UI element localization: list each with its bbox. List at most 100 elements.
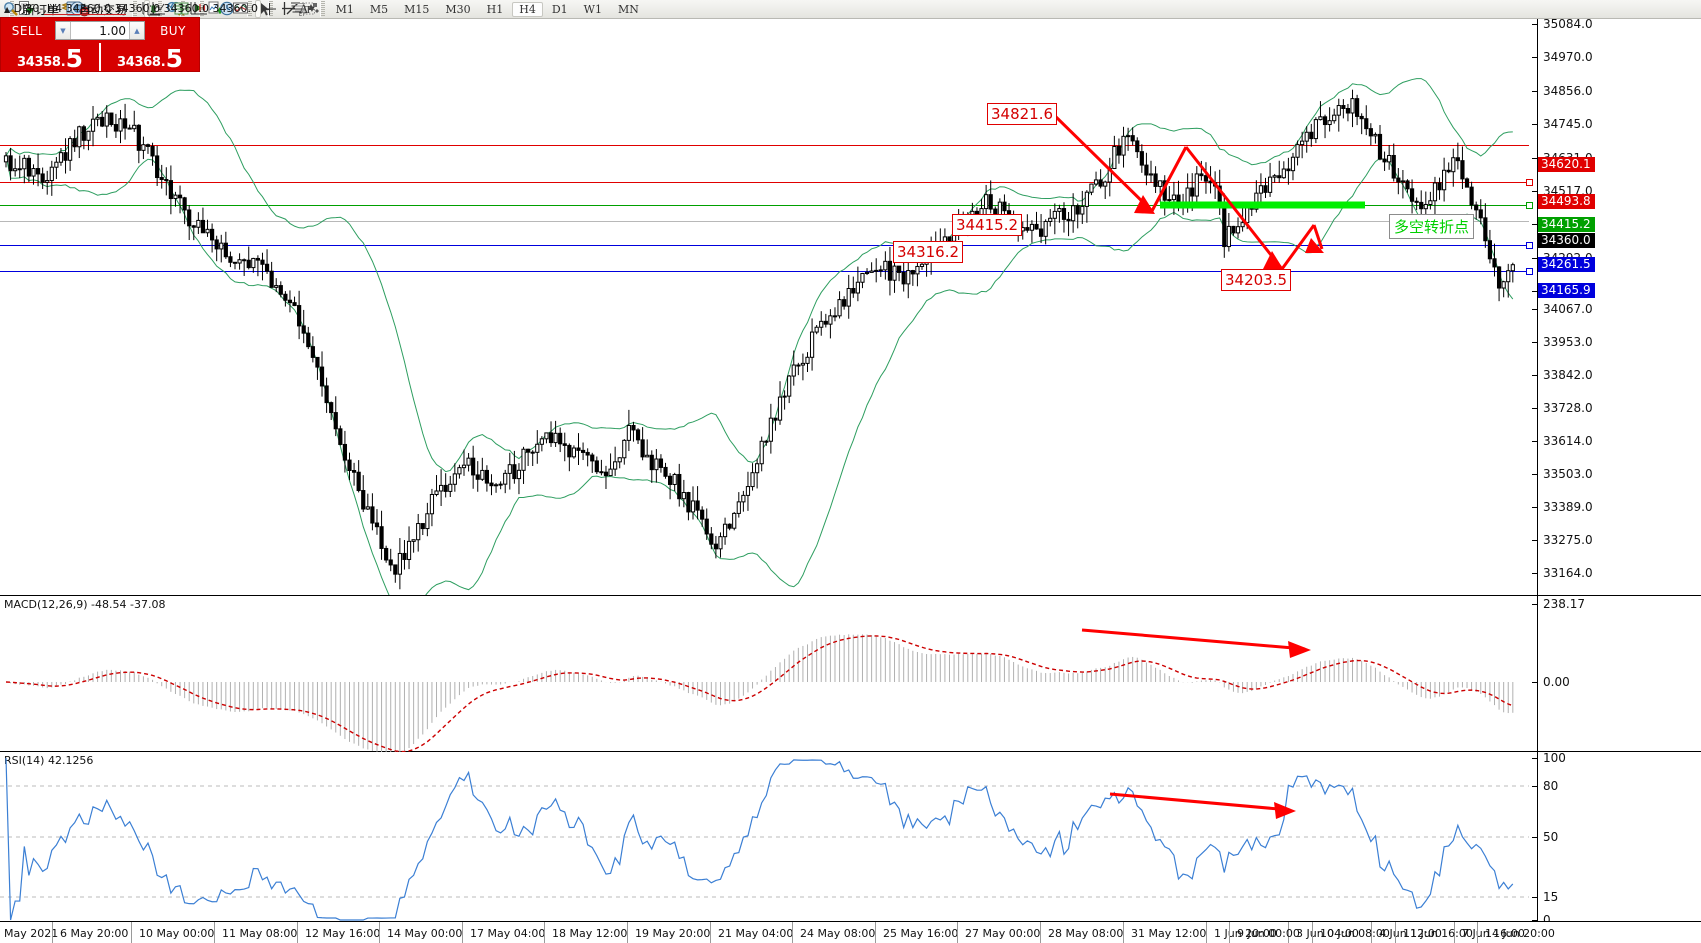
text-label-icon[interactable]: A <box>296 0 309 18</box>
annotation-34203[interactable]: 34203.5 <box>1221 269 1292 291</box>
level-line-34360 <box>0 221 1529 222</box>
annotation-turning-point[interactable]: 多空转折点 <box>1389 214 1475 239</box>
price-axis-badge[interactable]: 34360.0 <box>1538 233 1595 248</box>
price-axis-badge[interactable]: 34415.2 <box>1538 217 1595 232</box>
level-line-34262[interactable] <box>0 245 1529 246</box>
volume-stepper[interactable]: ▼ 1.00 ▲ <box>55 21 145 40</box>
price-axis[interactable]: 35084.034970.034856.034745.034631.034517… <box>1529 17 1701 595</box>
macd-axis[interactable]: 238.170.00-276.28 <box>1529 596 1701 766</box>
collapse-triangle-icon[interactable]: ▲ <box>4 5 11 14</box>
macd-pane[interactable]: MACD(12,26,9) -48.54 -37.08 238.170.00-2… <box>0 595 1701 766</box>
axis-tick-label: 33389.0 <box>1543 500 1593 514</box>
timeframe-m15[interactable]: M15 <box>404 2 430 16</box>
order-panel-quotes: 34358. 5 34368. 5 <box>1 43 199 71</box>
ask-price[interactable]: 34368. 5 <box>99 43 199 71</box>
axis-tick <box>1532 258 1538 259</box>
level-line-34415[interactable] <box>0 205 1529 206</box>
time-axis-label: 24 May 08:00 <box>800 927 876 940</box>
chart-area[interactable]: 34821.6 34415.2 34316.2 34203.5 多空转折点 35… <box>0 17 1701 943</box>
sell-button[interactable]: SELL <box>11 23 43 38</box>
axis-tick <box>1532 57 1538 58</box>
volume-decrease-button[interactable]: ▼ <box>56 22 71 39</box>
period-icon[interactable] <box>219 0 235 18</box>
price-axis-badge[interactable]: 34620.1 <box>1538 157 1595 172</box>
search-icon[interactable] <box>2 0 18 18</box>
rsi-title: RSI(14) 42.1256 <box>4 754 94 767</box>
time-axis-separator <box>627 922 628 943</box>
annotation-34415[interactable]: 34415.2 <box>952 214 1023 236</box>
axis-tick-label: 33953.0 <box>1543 335 1593 349</box>
axis-tick-label: 0.00 <box>1543 675 1570 689</box>
level-handle-34166[interactable] <box>1526 268 1533 275</box>
time-axis[interactable]: May 2021 6 May 20:00 10 May 00:00 11 May 08… <box>0 921 1701 943</box>
toolbar-separator-8 <box>319 1 325 17</box>
autotrading-label[interactable]: 自动交易 <box>79 2 128 17</box>
rsi-pane[interactable]: RSI(14) 42.1256 100 80 50 15 0 <box>0 751 1701 927</box>
level-line-34166[interactable] <box>0 271 1529 272</box>
level-line-34620[interactable] <box>0 145 1529 146</box>
volume-value[interactable]: 1.00 <box>71 22 129 39</box>
axis-tick-label: 50 <box>1543 830 1559 844</box>
axis-tick <box>1532 158 1538 159</box>
time-axis-label: 31 May 12:00 <box>1131 927 1207 940</box>
autotrading-icon[interactable] <box>73 0 90 18</box>
macd-chart-svg <box>5 628 1514 757</box>
channel-icon[interactable]: F <box>292 0 306 18</box>
one-click-trading-panel[interactable]: SELL ▼ 1.00 ▲ BUY 34358. 5 34368. 5 <box>0 17 200 72</box>
time-axis-separator <box>1395 922 1396 943</box>
axis-tick <box>1532 507 1538 508</box>
axis-tick <box>1532 474 1538 475</box>
timeframe-w1[interactable]: W1 <box>583 2 602 16</box>
level-line-34494[interactable] <box>0 182 1529 183</box>
price-pane[interactable]: 34821.6 34415.2 34316.2 34203.5 多空转折点 35… <box>0 17 1701 615</box>
axis-tick-label: 33614.0 <box>1543 434 1593 448</box>
axis-tick <box>1532 758 1538 759</box>
price-axis-badge[interactable]: 34165.9 <box>1538 283 1595 298</box>
autoscroll-icon[interactable] <box>192 0 208 18</box>
axis-tick <box>1532 540 1538 541</box>
shapes-icon[interactable] <box>304 0 320 18</box>
price-axis-badge[interactable]: 34493.8 <box>1538 194 1595 209</box>
toolbar-separator-2 <box>132 1 138 17</box>
grid-icon[interactable] <box>173 0 189 18</box>
axis-tick <box>1532 920 1538 921</box>
time-axis-separator <box>792 922 793 943</box>
price-chart-svg <box>3 78 1515 615</box>
bid-price[interactable]: 34358. 5 <box>1 43 99 71</box>
level-handle-34262[interactable] <box>1526 242 1533 249</box>
time-axis-separator <box>1040 922 1041 943</box>
new-order-icon[interactable] <box>17 0 33 18</box>
annotation-34821[interactable]: 34821.6 <box>987 103 1058 125</box>
templates-icon[interactable] <box>232 0 248 18</box>
level-handle-34494[interactable] <box>1526 179 1533 186</box>
axis-tick-label: 33275.0 <box>1543 533 1593 547</box>
candlestick-series <box>3 89 1515 590</box>
line-chart-icon[interactable] <box>150 0 166 18</box>
time-axis-separator <box>957 922 958 943</box>
buy-button[interactable]: BUY <box>160 23 186 38</box>
timeframe-m5[interactable]: M5 <box>369 2 389 16</box>
timeframe-h4[interactable]: H4 <box>512 1 543 17</box>
axis-tick-label: 33503.0 <box>1543 467 1593 481</box>
axis-tick <box>1532 191 1538 192</box>
time-axis-label: 11 May 08:00 <box>222 927 298 940</box>
axis-tick-label: 34745.0 <box>1543 117 1593 131</box>
timeframe-h1[interactable]: H1 <box>486 2 504 16</box>
annotation-34316[interactable]: 34316.2 <box>893 241 964 263</box>
indicators-icon[interactable] <box>207 0 224 18</box>
axis-tick <box>1532 682 1538 683</box>
timeframe-m30[interactable]: M30 <box>445 2 471 16</box>
price-axis-badge[interactable]: 34261.5 <box>1538 257 1595 272</box>
time-axis-separator <box>52 922 53 943</box>
crosshair-icon[interactable] <box>261 0 277 18</box>
timeframe-m1[interactable]: M1 <box>335 2 354 16</box>
new-order-label[interactable]: 新订单 <box>23 2 60 17</box>
time-axis-separator <box>1477 922 1478 943</box>
rsi-axis[interactable]: 100 80 50 15 0 <box>1529 751 1701 927</box>
axis-tick <box>1532 291 1538 292</box>
timeframe-mn[interactable]: MN <box>617 2 639 16</box>
level-handle-34415[interactable] <box>1526 202 1533 209</box>
macd-histogram <box>10 634 1514 757</box>
timeframe-d1[interactable]: D1 <box>551 2 568 16</box>
volume-increase-button[interactable]: ▲ <box>129 22 144 39</box>
